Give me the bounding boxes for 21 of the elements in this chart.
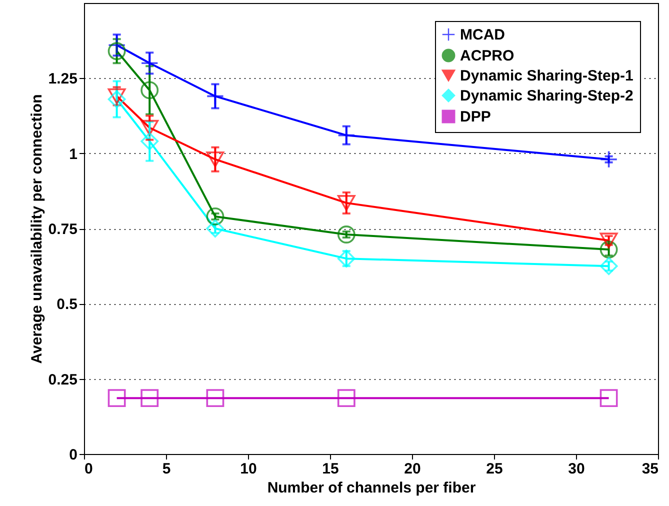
- legend-label: DPP: [460, 108, 491, 126]
- x-tick-label: 20: [404, 460, 421, 478]
- legend-label: Dynamic Sharing-Step-2: [460, 88, 634, 104]
- x-tick-label: 5: [162, 460, 171, 478]
- y-tick-label: 1: [69, 146, 78, 163]
- legend-label: MCAD: [460, 26, 506, 44]
- y-tick-label: 0.25: [48, 371, 78, 388]
- x-tick-label: 15: [322, 460, 339, 478]
- x-tick-label: 35: [642, 460, 658, 478]
- x-axis-title: Number of channels per fiber: [267, 480, 476, 496]
- y-tick-label: 0.75: [48, 221, 78, 238]
- y-axis-title: Average unavailability per connection: [28, 94, 46, 364]
- x-tick-label: 0: [84, 460, 93, 478]
- y-tick-label: 1.25: [48, 70, 78, 88]
- legend-label: Dynamic Sharing-Step-1: [460, 68, 634, 84]
- y-tick-label: 0: [69, 446, 78, 464]
- x-tick-label: 25: [486, 460, 503, 478]
- y-tick-label: 0.5: [56, 296, 78, 314]
- x-tick-label: 10: [240, 460, 257, 478]
- legend-label: ACPRO: [460, 48, 514, 64]
- x-tick-label: 30: [568, 460, 585, 478]
